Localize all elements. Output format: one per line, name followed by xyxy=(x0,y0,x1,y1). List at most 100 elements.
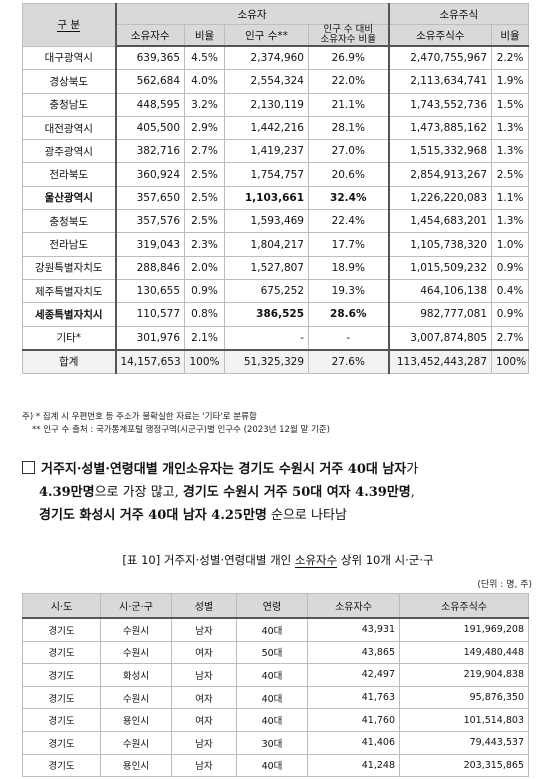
table-row: 경상북도 562,684 4.0% 2,554,324 22.0% 2,113,634,7… xyxy=(22,69,530,94)
sigungu-cell: 수원시 xyxy=(100,640,172,665)
region-cell: 대전광역시 xyxy=(22,115,117,141)
stock-count-cell: 219,904,838 xyxy=(399,663,529,687)
pop-ratio-cell: 19.3% xyxy=(307,278,390,304)
pop-ratio-cell: 26.9% xyxy=(307,45,390,71)
region-cell: 광주광역시 xyxy=(22,139,117,164)
table-row: 기타* 301,976 2.1% - -3,007,874,805 2.7% xyxy=(22,325,530,351)
region-cell: 대구광역시 xyxy=(22,45,117,71)
sigungu-cell: 용인시 xyxy=(100,708,172,732)
population-cell: 1,103,661 xyxy=(224,185,309,211)
owner-count-cell: 42,497 xyxy=(307,663,400,687)
stock-ratio-cell: 1.1% xyxy=(491,185,530,211)
ratio-cell: 2.0% xyxy=(184,255,225,280)
owner-count-cell: 639,365 xyxy=(115,45,185,71)
table-row: 광주광역시 382,716 2.7% 1,419,237 27.0% 1,515,332,… xyxy=(22,139,530,164)
population-cell: 1,804,217 xyxy=(224,232,309,257)
table-row: 경기도 수원시 여자 40대 41,763 95,876,350 xyxy=(22,685,529,710)
population-cell: 1,527,807 xyxy=(224,255,309,280)
owner-count-cell: 14,157,653 xyxy=(115,348,185,374)
header-population: 인구 수** xyxy=(224,24,309,47)
population-cell: 1,419,237 xyxy=(224,139,309,164)
owner-count-cell: 41,406 xyxy=(307,730,400,755)
owner-count-cell: 562,684 xyxy=(115,69,185,94)
sido-cell: 경기도 xyxy=(22,685,101,710)
stock-ratio-cell: 0.9% xyxy=(491,255,530,280)
age-cell: 30대 xyxy=(236,730,308,755)
stock-ratio-cell: 1.3% xyxy=(491,115,530,141)
region-cell: 경상북도 xyxy=(22,69,117,94)
pop-ratio-cell: 18.9% xyxy=(307,255,390,280)
header-ratio: 비율 xyxy=(184,24,225,47)
ratio-cell: 3.2% xyxy=(184,92,225,117)
population-cell: 1,442,216 xyxy=(224,115,309,141)
stock-count-cell: 79,443,537 xyxy=(399,730,529,755)
region-cell: 강원특별자치도 xyxy=(22,255,117,280)
pop-ratio-cell: 28.6% xyxy=(307,302,390,327)
ratio-cell: 2.3% xyxy=(184,232,225,257)
ratio-cell: 0.9% xyxy=(184,278,225,304)
stock-ratio-cell: 0.9% xyxy=(491,302,530,327)
population-cell: 2,554,324 xyxy=(224,69,309,94)
ratio-cell: 4.0% xyxy=(184,69,225,94)
table-row: 울산광역시 357,650 2.5% 1,103,661 32.4% 1,226,220,… xyxy=(22,185,530,211)
stock-count-cell: 1,473,885,162 xyxy=(388,115,493,141)
regional-ownership-table: 구 분 소유자 소유주식 소유자수 비율 인구 수** 인구 수 대비 소유자수… xyxy=(22,3,530,374)
owner-count-cell: 301,976 xyxy=(115,325,185,351)
age-cell: 40대 xyxy=(236,753,308,778)
table-row: 대전광역시 405,500 2.9% 1,442,216 28.1% 1,473,885,… xyxy=(22,115,530,141)
ratio-cell: 100% xyxy=(184,348,225,374)
sigungu-cell: 수원시 xyxy=(100,730,172,755)
population-cell: 2,374,960 xyxy=(224,45,309,71)
table-row: 대구광역시 639,365 4.5% 2,374,960 26.9% 2,470,755,… xyxy=(22,45,530,71)
sigungu-cell: 수원시 xyxy=(100,685,172,710)
header-gubun: 구 분 xyxy=(22,3,117,47)
table-row: 세종특별자치시 110,577 0.8% 386,525 28.6% 982,777,08… xyxy=(22,302,530,327)
owner-count-cell: 357,650 xyxy=(115,185,185,211)
region-cell: 제주특별자치도 xyxy=(22,278,117,304)
stock-ratio-cell: 1.5% xyxy=(491,92,530,117)
stock-count-cell: 1,105,738,320 xyxy=(388,232,493,257)
age-cell: 50대 xyxy=(236,640,308,665)
stock-count-cell: 149,480,448 xyxy=(399,640,529,665)
stock-count-cell: 191,969,208 xyxy=(399,617,529,642)
ratio-cell: 0.8% xyxy=(184,302,225,327)
gender-cell: 남자 xyxy=(171,753,237,778)
gender-cell: 여자 xyxy=(171,685,237,710)
age-cell: 40대 xyxy=(236,663,308,687)
population-cell: 51,325,329 xyxy=(224,348,309,374)
header-age: 연령 xyxy=(236,593,308,619)
ratio-cell: 2.1% xyxy=(184,325,225,351)
header-sigungu: 시·군·구 xyxy=(100,593,172,619)
header-sido: 시·도 xyxy=(22,593,101,619)
pop-ratio-cell: - xyxy=(307,325,390,351)
stock-count-cell: 3,007,874,805 xyxy=(388,325,493,351)
owner-count-cell: 43,931 xyxy=(307,617,400,642)
stock-ratio-cell: 1.0% xyxy=(491,232,530,257)
table-row: 제주특별자치도 130,655 0.9% 675,252 19.3% 464,106,13… xyxy=(22,278,530,304)
population-cell: 1,754,757 xyxy=(224,162,309,187)
stock-count-cell: 2,470,755,967 xyxy=(388,45,493,71)
ratio-cell: 2.7% xyxy=(184,139,225,164)
table-row: 경기도 용인시 여자 40대 41,760 101,514,803 xyxy=(22,708,529,732)
sigungu-cell: 화성시 xyxy=(100,663,172,687)
owner-count-cell: 41,763 xyxy=(307,685,400,710)
note-unclassified: 주) * 집계 시 우편번호 등 주소가 불확실한 자료는 '기타'로 분류함 xyxy=(22,412,257,422)
population-cell: 386,525 xyxy=(224,302,309,327)
population-cell: 1,593,469 xyxy=(224,209,309,234)
table-row: 경기도 수원시 여자 50대 43,865 149,480,448 xyxy=(22,640,529,665)
gender-cell: 여자 xyxy=(171,708,237,732)
owner-count-cell: 360,924 xyxy=(115,162,185,187)
stock-ratio-cell: 2.5% xyxy=(491,162,530,187)
table10-title: [표 10] 거주지·성별·연령대별 개인 소유자수 상위 10개 시·군·구 xyxy=(122,553,434,568)
stock-count-cell: 95,876,350 xyxy=(399,685,529,710)
stock-ratio-cell: 1.3% xyxy=(491,139,530,164)
pop-ratio-cell: 17.7% xyxy=(307,232,390,257)
table-row: 전라남도 319,043 2.3% 1,804,217 17.7% 1,105,738,3… xyxy=(22,232,530,257)
table-row: 충청남도 448,595 3.2% 2,130,119 21.1% 1,743,552,7… xyxy=(22,92,530,117)
summary-paragraph: 거주지·성별·연령대별 개인소유자는 경기도 수원시 거주 40대 남자가 4.… xyxy=(22,458,542,527)
pop-ratio-cell: 27.0% xyxy=(307,139,390,164)
stock-ratio-cell: 2.2% xyxy=(491,45,530,71)
stock-ratio-cell: 1.3% xyxy=(491,209,530,234)
stock-count-cell: 2,854,913,267 xyxy=(388,162,493,187)
owner-count-cell: 130,655 xyxy=(115,278,185,304)
